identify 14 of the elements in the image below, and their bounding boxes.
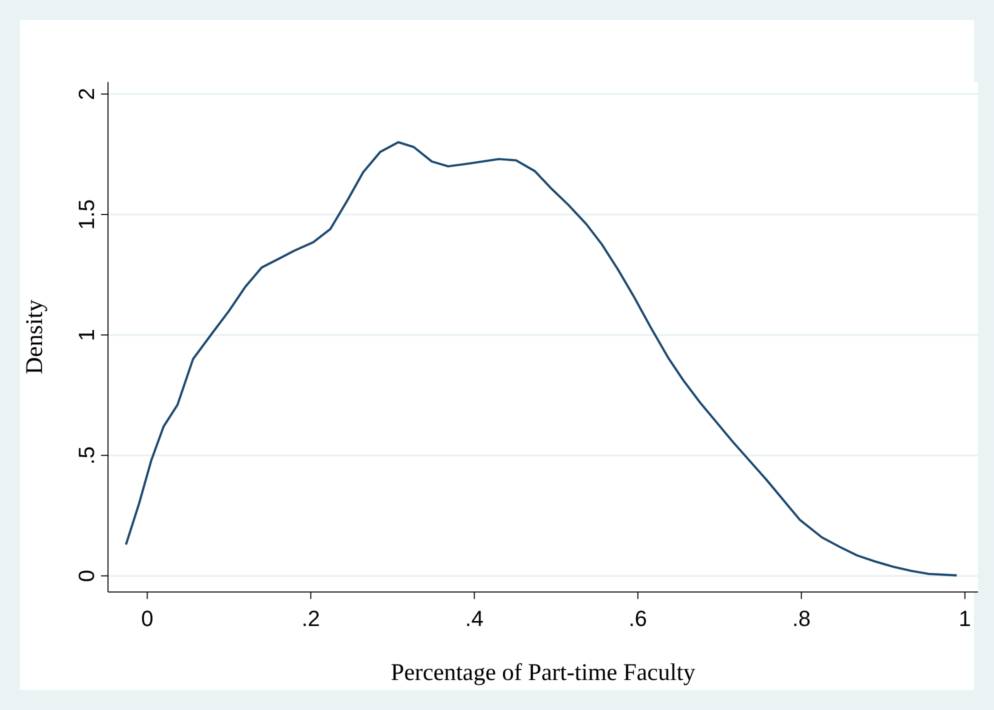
x-tick-label: .8: [792, 606, 811, 631]
y-axis-title: Density: [22, 300, 48, 374]
x-tick-label: 0: [141, 606, 154, 631]
y-tick-label: 1.5: [74, 199, 99, 230]
x-tick-label: .2: [302, 606, 320, 631]
x-axis-title: Percentage of Part-time Faculty: [390, 660, 696, 686]
x-tick-label: 1: [958, 606, 972, 631]
x-tick-label: .4: [465, 606, 484, 631]
y-tick-label: 0: [74, 570, 99, 582]
y-tick-label: .5: [74, 446, 99, 465]
y-tick-label: 1: [74, 328, 99, 342]
y-tick-label: 2: [74, 88, 99, 100]
x-tick-label: .6: [628, 606, 648, 631]
line-series: [124, 141, 958, 576]
